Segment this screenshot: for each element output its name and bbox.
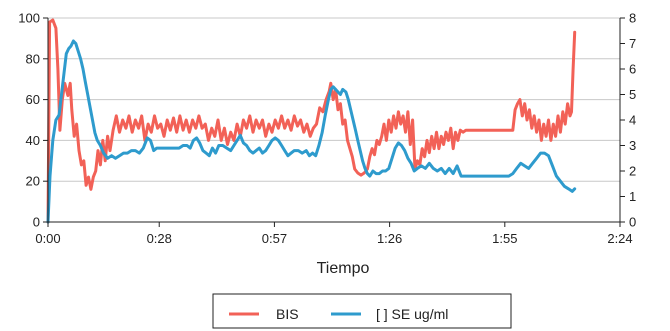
right-tick-label-6: 6 [629, 62, 636, 77]
right-tick-label-8: 8 [629, 11, 636, 26]
series-line-bis [46, 18, 577, 224]
right-tick-label-5: 5 [629, 87, 636, 102]
legend-box [212, 293, 512, 329]
right-tick-label-2: 2 [629, 164, 636, 179]
x-tick-label-0: 0:00 [35, 231, 60, 246]
x-tick-label-2: 0:57 [262, 231, 287, 246]
legend-label-se: [ ] SE ug/ml [376, 306, 448, 322]
right-axis-ticks: 0 1 2 3 4 5 6 7 8 [620, 11, 636, 230]
left-tick-label-5: 100 [18, 11, 40, 26]
x-tick-label-1: 0:28 [147, 231, 172, 246]
right-tick-label-1: 1 [629, 189, 636, 204]
legend: BIS [ ] SE ug/ml [212, 293, 512, 329]
left-tick-label-1: 20 [26, 174, 40, 189]
legend-label-bis: BIS [276, 306, 299, 322]
x-tick-label-4: 1:55 [492, 231, 517, 246]
plot-series [46, 18, 577, 224]
x-tick-label-5: 2:24 [607, 231, 632, 246]
series-line-se [46, 39, 577, 224]
left-axis-ticks: 0 20 40 60 80 100 [18, 11, 48, 230]
left-tick-label-3: 60 [26, 92, 40, 107]
right-tick-label-3: 3 [629, 138, 636, 153]
right-tick-label-0: 0 [629, 215, 636, 230]
right-tick-label-4: 4 [629, 113, 636, 128]
x-axis-title: Tiempo [317, 260, 370, 277]
x-axis-ticks: 0:00 0:28 0:57 1:26 1:55 2:24 [35, 222, 633, 246]
x-tick-label-3: 1:26 [377, 231, 402, 246]
left-tick-label-0: 0 [33, 215, 40, 230]
left-tick-label-2: 40 [26, 133, 40, 148]
left-tick-label-4: 80 [26, 51, 40, 66]
right-tick-label-7: 7 [629, 36, 636, 51]
